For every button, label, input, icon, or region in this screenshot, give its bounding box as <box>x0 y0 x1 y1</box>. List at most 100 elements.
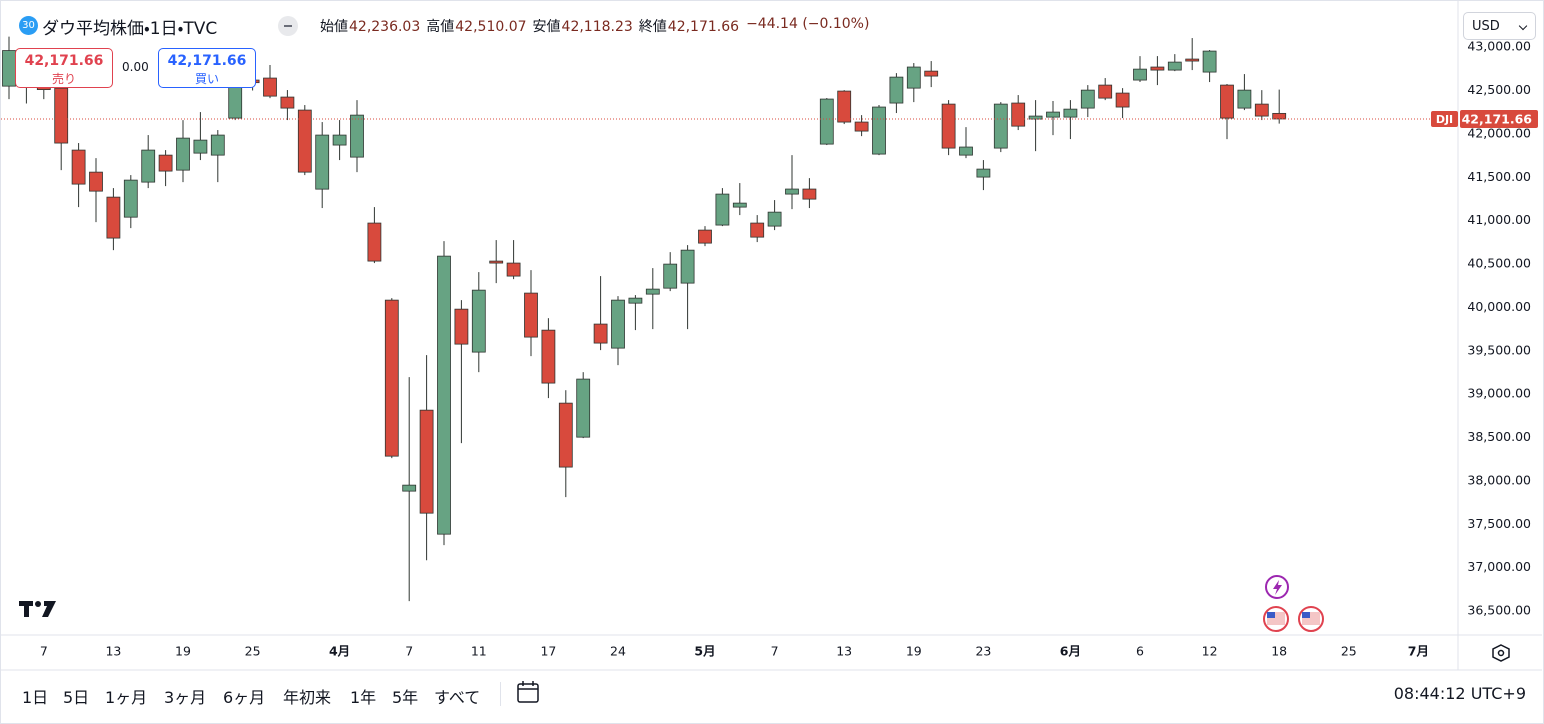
tv-logo <box>19 601 56 617</box>
x-tick-label: 24 <box>610 644 626 659</box>
candle-body <box>802 188 817 200</box>
candle-body <box>350 114 364 158</box>
x-tick-label: 18 <box>1271 644 1287 659</box>
symbol-title[interactable]: ダウ平均株価・1日・TVC <box>42 19 218 39</box>
candle-body <box>1237 89 1252 109</box>
candle-body <box>976 168 991 178</box>
candle-body <box>367 222 382 262</box>
candle-body <box>384 299 399 457</box>
candle-body <box>2 50 16 87</box>
x-tick-label: 11 <box>471 644 487 659</box>
symbol-tag-text: DJI <box>1436 113 1453 126</box>
x-tick-label: 7 <box>771 644 779 659</box>
ohlc-label: 安値 <box>532 19 561 35</box>
candle-body <box>1272 112 1287 120</box>
x-tick-label: 19 <box>906 644 922 659</box>
range-button[interactable]: 3ヶ月 <box>164 688 207 707</box>
y-tick-label: 40,000.00 <box>1467 299 1531 314</box>
settings-icon[interactable] <box>1492 644 1510 662</box>
candle-body <box>1185 58 1200 62</box>
candles <box>2 36 1287 602</box>
candle-body <box>819 98 834 145</box>
candle-body <box>715 193 730 226</box>
x-tick-label: 6 <box>1136 644 1144 659</box>
candle-body <box>541 329 556 384</box>
spread: 0.00 <box>122 60 149 74</box>
x-tick-label: 23 <box>975 644 991 659</box>
candle-body <box>698 229 712 244</box>
x-tick-label: 25 <box>1341 644 1357 659</box>
candle-body <box>941 103 956 149</box>
clock: 08:44:12 UTC+9 <box>1393 684 1526 703</box>
candle-body <box>1028 115 1043 120</box>
candle-body <box>1133 68 1147 81</box>
ohlc-item: 終値42,171.66 <box>639 16 739 36</box>
candle-body <box>297 109 312 173</box>
candle-body <box>872 106 886 155</box>
ohlc-label: 終値 <box>638 19 667 35</box>
candle-body <box>1011 102 1026 127</box>
collapse-button[interactable] <box>278 16 298 36</box>
candle-body <box>332 134 347 146</box>
toolbar-divider <box>500 682 501 706</box>
bottom-toolbar: 1日 5日 1ヶ月 3ヶ月 6ヶ月 年初来 1年 5年 すべて 08:44:12… <box>0 672 1540 716</box>
range-button[interactable]: 5日 <box>63 688 90 707</box>
ohlc-item: 高値42,510.07 <box>426 16 526 36</box>
ohlc-legend: 始値42,236.03 高値42,510.07 安値42,118.23 終値42… <box>320 16 869 36</box>
candle-body <box>576 378 591 438</box>
candle-body <box>1115 92 1130 108</box>
range-button[interactable]: 5年 <box>392 688 419 707</box>
range-button[interactable]: 1ヶ月 <box>105 688 148 707</box>
range-button[interactable]: 年初来 <box>283 688 332 707</box>
x-tick-label: 13 <box>836 644 852 659</box>
candle-body <box>1098 84 1113 99</box>
goto-date-button[interactable] <box>514 679 544 709</box>
y-tick-label: 38,500.00 <box>1467 429 1531 444</box>
y-tick-label: 40,500.00 <box>1467 256 1531 271</box>
sell-label: 売り <box>51 72 76 86</box>
candle-body <box>1150 66 1165 71</box>
change: −44.14 (−0.10%) <box>746 16 870 32</box>
candle-body <box>210 134 225 156</box>
candle-body <box>663 263 678 289</box>
range-button[interactable]: 6ヶ月 <box>223 688 266 707</box>
candle-body <box>767 211 782 227</box>
ohlc-label: 高値 <box>426 19 455 35</box>
sell-button[interactable]: 42,171.66 売り <box>15 48 113 88</box>
candle-body <box>1080 89 1095 109</box>
x-tick-label: 6月 <box>1060 644 1081 659</box>
candle-body <box>471 289 486 353</box>
candle-body <box>141 149 156 183</box>
last-price-tag <box>1460 109 1538 128</box>
candle-body <box>959 146 973 156</box>
candle-body <box>1254 103 1269 117</box>
candle-body <box>889 76 904 104</box>
buy-price: 42,171.66 <box>167 53 247 69</box>
candle-body <box>732 202 747 208</box>
y-tick-label: 39,500.00 <box>1467 342 1531 357</box>
ohlc-item: 安値42,118.23 <box>533 16 633 36</box>
candle-body <box>158 154 173 172</box>
candle-body <box>611 299 625 349</box>
currency-select[interactable]: USD <box>1463 12 1536 40</box>
range-button[interactable]: すべて <box>434 688 481 707</box>
candle-body <box>193 139 208 154</box>
y-tick-label: 42,000.00 <box>1467 125 1531 140</box>
candle-body <box>315 134 330 190</box>
range-button[interactable]: 1日 <box>22 688 49 707</box>
candle-body <box>645 288 660 295</box>
range-button[interactable]: 1年 <box>350 688 377 707</box>
candle-body <box>1167 61 1182 71</box>
x-tick-label: 19 <box>175 644 191 659</box>
candle-body <box>628 297 643 304</box>
buy-button[interactable]: 42,171.66 買い <box>158 48 256 88</box>
buy-label: 買い <box>194 72 219 86</box>
x-tick-label: 7 <box>405 644 413 659</box>
candle-body <box>489 260 504 264</box>
y-tick-label: 41,000.00 <box>1467 212 1531 227</box>
candle-body <box>750 222 765 238</box>
candle-body <box>419 409 434 514</box>
candle-body <box>1063 108 1078 118</box>
y-tick-label: 41,500.00 <box>1467 169 1531 184</box>
